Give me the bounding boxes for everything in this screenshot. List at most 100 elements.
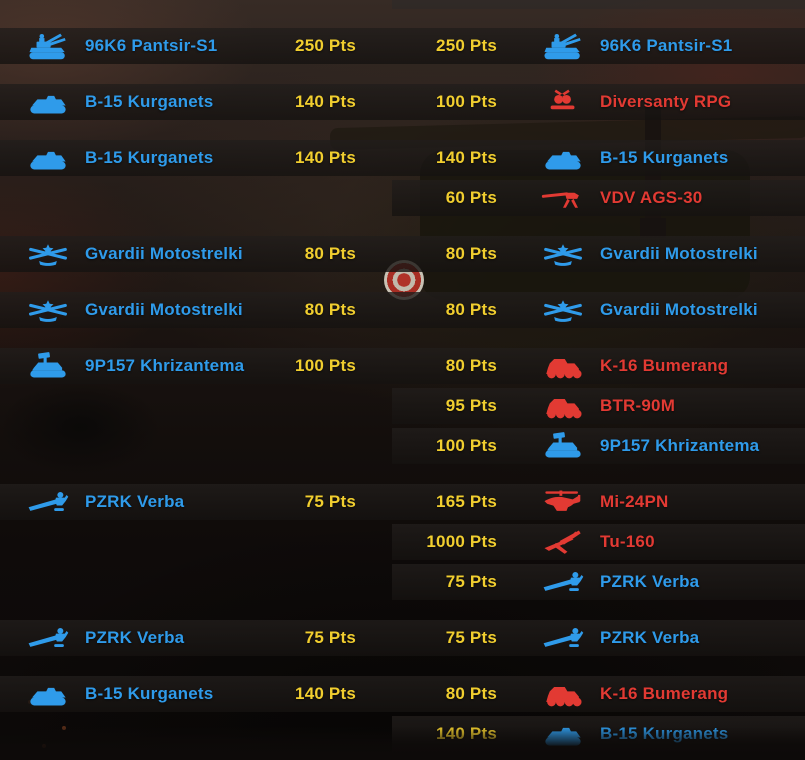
row-stripe bbox=[0, 84, 805, 120]
row-stripe bbox=[0, 484, 805, 520]
grenade-launcher-icon bbox=[541, 183, 585, 213]
kill-row: B-15 Kurganets 140 Pts 80 Pts K-16 Bumer… bbox=[0, 676, 805, 712]
strategic-bomber-icon bbox=[541, 527, 585, 557]
kill-row: 96K6 Pantsir-S1 250 Pts 250 Pts 96K6 Pan… bbox=[0, 28, 805, 64]
kill-row: PZRK Verba 75 Pts 75 Pts PZRK Verba bbox=[0, 620, 805, 656]
attack-helicopter-icon bbox=[541, 487, 585, 517]
left-unit-name: 9P157 Khrizantema bbox=[85, 356, 245, 375]
row-stripe bbox=[0, 28, 805, 64]
left-unit-points: 140 Pts bbox=[295, 148, 356, 167]
right-unit-points: 100 Pts bbox=[436, 436, 497, 455]
right-unit-name: BTR-90M bbox=[600, 396, 676, 415]
left-unit-points: 100 Pts bbox=[295, 356, 356, 375]
wheeled-apc-icon bbox=[541, 679, 585, 709]
right-unit-name: K-16 Bumerang bbox=[600, 684, 729, 703]
right-unit-name: B-15 Kurganets bbox=[600, 148, 729, 167]
manpads-soldier-icon bbox=[26, 487, 70, 517]
right-unit-name: Diversanty RPG bbox=[600, 92, 732, 111]
kill-row: Gvardii Motostrelki 80 Pts 80 Pts Gvardi… bbox=[0, 292, 805, 328]
row-stripe bbox=[392, 180, 805, 216]
manpads-soldier-icon bbox=[541, 567, 585, 597]
row-stripe bbox=[0, 348, 805, 384]
right-unit-points: 80 Pts bbox=[445, 300, 497, 319]
kill-row: PZRK Verba 75 Pts 165 Pts Mi-24PN bbox=[0, 484, 805, 520]
tracked-ifv-icon bbox=[541, 143, 585, 173]
left-unit-name: Gvardii Motostrelki bbox=[85, 300, 243, 319]
left-unit-points: 140 Pts bbox=[295, 92, 356, 111]
left-unit-name: Gvardii Motostrelki bbox=[85, 244, 243, 263]
right-unit-points: 100 Pts bbox=[436, 92, 497, 111]
tracked-ifv-icon bbox=[26, 87, 70, 117]
row-stripe bbox=[0, 140, 805, 176]
right-unit-points: 1000 Pts bbox=[426, 532, 497, 551]
manpads-soldier-icon bbox=[541, 623, 585, 653]
infantry-squad-icon bbox=[541, 239, 585, 269]
wheeled-apc-icon bbox=[541, 391, 585, 421]
kill-row: B-15 Kurganets 140 Pts 140 Pts B-15 Kurg… bbox=[0, 140, 805, 176]
kill-row: 60 Pts VDV AGS-30 bbox=[0, 180, 805, 216]
left-unit-name: PZRK Verba bbox=[85, 628, 185, 647]
row-stripe bbox=[392, 428, 805, 464]
background-wreckage bbox=[0, 380, 160, 475]
left-unit-points: 140 Pts bbox=[295, 684, 356, 703]
row-stripe bbox=[392, 564, 805, 600]
manpads-soldier-icon bbox=[26, 623, 70, 653]
right-unit-name: Mi-24PN bbox=[600, 492, 669, 511]
right-unit-points: 75 Pts bbox=[445, 628, 497, 647]
row-stripe bbox=[0, 620, 805, 656]
left-unit-name: PZRK Verba bbox=[85, 492, 185, 511]
right-unit-points: 80 Pts bbox=[445, 356, 497, 375]
tracked-ifv-icon bbox=[26, 143, 70, 173]
right-unit-points: 80 Pts bbox=[445, 684, 497, 703]
right-unit-points: 140 Pts bbox=[436, 148, 497, 167]
right-unit-points: 75 Pts bbox=[445, 572, 497, 591]
right-unit-name: Gvardii Motostrelki bbox=[600, 300, 758, 319]
tracked-ifv-icon bbox=[26, 679, 70, 709]
right-unit-points: 60 Pts bbox=[445, 188, 497, 207]
right-unit-name: Gvardii Motostrelki bbox=[600, 244, 758, 263]
left-unit-name: B-15 Kurganets bbox=[85, 684, 214, 703]
kill-row: 9P157 Khrizantema 100 Pts 80 Pts K-16 Bu… bbox=[0, 348, 805, 384]
kill-row: 1000 Pts Tu-160 bbox=[0, 524, 805, 560]
atgm-vehicle-icon bbox=[26, 351, 70, 381]
right-unit-name: 9P157 Khrizantema bbox=[600, 436, 760, 455]
row-stripe bbox=[392, 388, 805, 424]
left-unit-name: B-15 Kurganets bbox=[85, 148, 214, 167]
left-unit-points: 250 Pts bbox=[295, 36, 356, 55]
kill-row: 95 Pts BTR-90M bbox=[0, 388, 805, 424]
right-unit-points: 80 Pts bbox=[445, 244, 497, 263]
left-unit-points: 80 Pts bbox=[304, 300, 356, 319]
kill-row: 75 Pts PZRK Verba bbox=[0, 564, 805, 600]
infantry-squad-icon bbox=[26, 239, 70, 269]
left-unit-points: 75 Pts bbox=[304, 492, 356, 511]
row-stripe bbox=[0, 292, 805, 328]
partial-row-top bbox=[392, 0, 805, 9]
kill-row: B-15 Kurganets 140 Pts 100 Pts Diversant… bbox=[0, 84, 805, 120]
row-stripe bbox=[0, 676, 805, 712]
kill-row: Gvardii Motostrelki 80 Pts 80 Pts Gvardi… bbox=[0, 236, 805, 272]
right-unit-name: PZRK Verba bbox=[600, 628, 700, 647]
aa-tank-icon bbox=[541, 31, 585, 61]
rpg-infantry-icon bbox=[541, 87, 585, 117]
right-unit-points: 250 Pts bbox=[436, 36, 497, 55]
row-stripe bbox=[392, 524, 805, 560]
left-unit-points: 75 Pts bbox=[304, 628, 356, 647]
infantry-squad-icon bbox=[26, 295, 70, 325]
left-unit-points: 80 Pts bbox=[304, 244, 356, 263]
right-unit-name: 96K6 Pantsir-S1 bbox=[600, 36, 733, 55]
kill-row: 100 Pts 9P157 Khrizantema bbox=[0, 428, 805, 464]
infantry-squad-icon bbox=[541, 295, 585, 325]
bottom-fade bbox=[0, 726, 805, 760]
left-unit-name: 96K6 Pantsir-S1 bbox=[85, 36, 218, 55]
row-stripe bbox=[0, 236, 805, 272]
atgm-vehicle-icon bbox=[541, 431, 585, 461]
right-unit-name: K-16 Bumerang bbox=[600, 356, 729, 375]
aa-tank-icon bbox=[26, 31, 70, 61]
right-unit-name: Tu-160 bbox=[600, 532, 655, 551]
right-unit-points: 165 Pts bbox=[436, 492, 497, 511]
left-unit-name: B-15 Kurganets bbox=[85, 92, 214, 111]
right-unit-points: 95 Pts bbox=[445, 396, 497, 415]
wheeled-apc-icon bbox=[541, 351, 585, 381]
right-unit-name: VDV AGS-30 bbox=[600, 188, 703, 207]
